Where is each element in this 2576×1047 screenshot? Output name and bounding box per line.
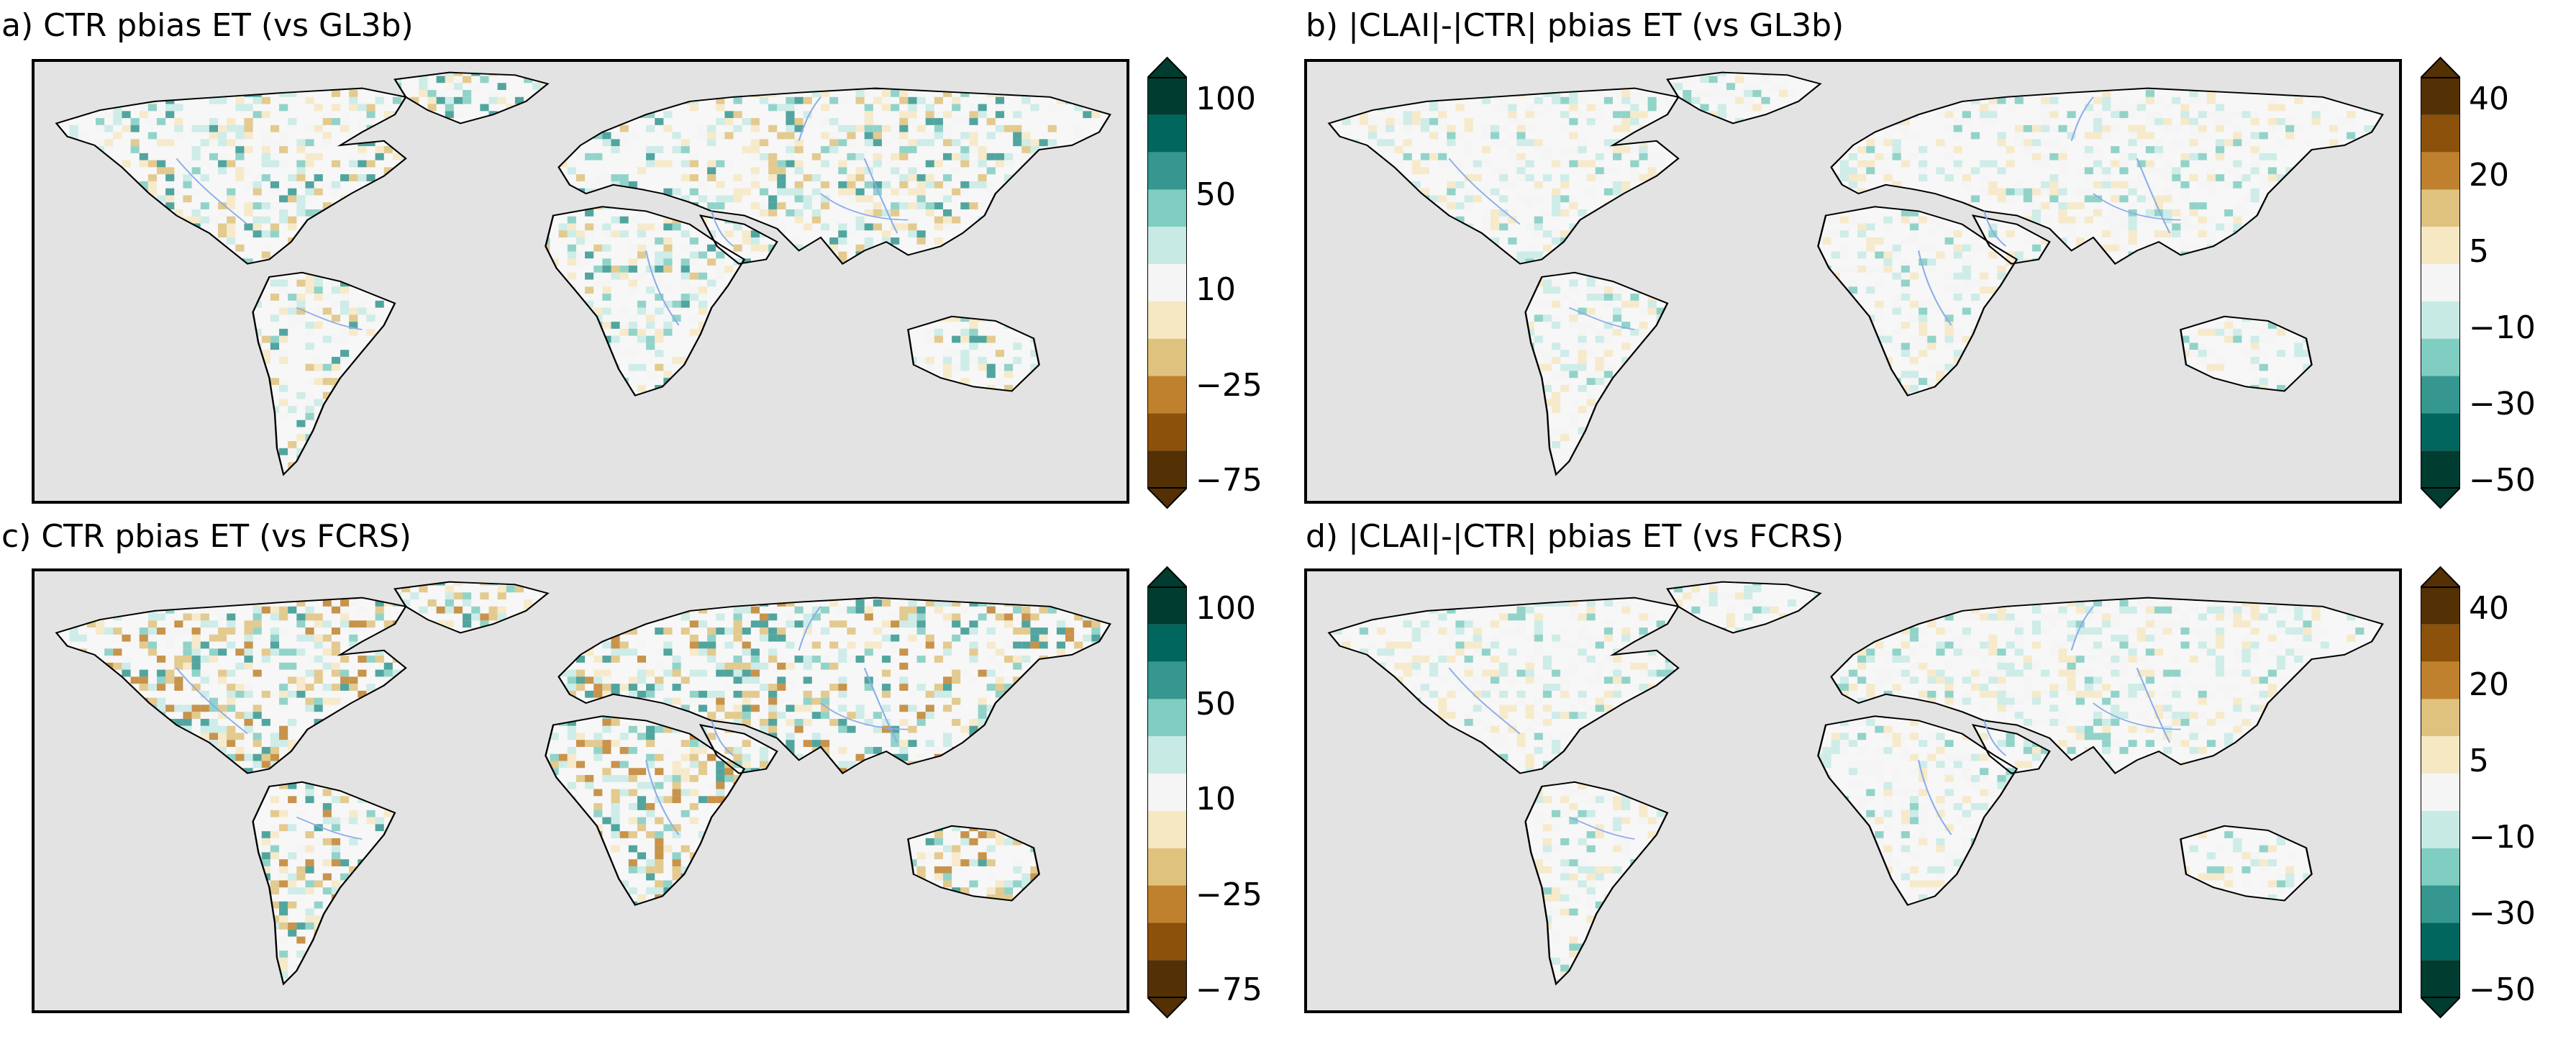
colorbar-tick-label: −75 bbox=[1196, 462, 1262, 499]
world-map-b bbox=[1307, 62, 2399, 501]
map-panel-c bbox=[32, 568, 1129, 1013]
colorbar-tick-label: −50 bbox=[2469, 971, 2536, 1008]
colorbar-tick-label: 5 bbox=[2469, 743, 2489, 779]
colorbar-tick-label: −25 bbox=[1196, 366, 1262, 404]
map-panel-d bbox=[1304, 568, 2402, 1013]
map-panel-b bbox=[1304, 59, 2402, 504]
colorbar-tick-label: 20 bbox=[2469, 666, 2509, 703]
panel-title: c) CTR pbias ET (vs FCRS) bbox=[1, 518, 411, 555]
colorbar-tick-label: 10 bbox=[1196, 781, 1236, 817]
colorbar-tick-label: −50 bbox=[2469, 462, 2536, 499]
map-panel-a bbox=[32, 59, 1129, 504]
panel-title: d) |CLAI|-|CTR| pbias ET (vs FCRS) bbox=[1306, 518, 1844, 555]
colorbar-tick-label: −30 bbox=[2469, 895, 2536, 932]
panel-title: b) |CLAI|-|CTR| pbias ET (vs GL3b) bbox=[1306, 7, 1844, 44]
colorbar-tick-label: 50 bbox=[1196, 176, 1236, 213]
colorbar-a bbox=[1147, 56, 1187, 509]
colorbar-tick-label: −25 bbox=[1196, 876, 1262, 913]
colorbar-tick-label: 5 bbox=[2469, 233, 2489, 270]
world-map-d bbox=[1307, 571, 2399, 1010]
panel-title: a) CTR pbias ET (vs GL3b) bbox=[1, 7, 414, 44]
colorbar-tick-label: −10 bbox=[2469, 309, 2536, 346]
colorbar-tick-label: −30 bbox=[2469, 386, 2536, 422]
world-map-c bbox=[35, 571, 1127, 1010]
colorbar-tick-label: 100 bbox=[1196, 590, 1256, 627]
colorbar-tick-label: 10 bbox=[1196, 271, 1236, 308]
colorbar-d bbox=[2421, 566, 2460, 1019]
colorbar-c bbox=[1147, 566, 1187, 1019]
colorbar-b bbox=[2421, 56, 2460, 509]
colorbar-tick-label: 40 bbox=[2469, 590, 2509, 627]
colorbar-tick-label: 100 bbox=[1196, 81, 1256, 117]
colorbar-tick-label: −75 bbox=[1196, 971, 1262, 1008]
colorbar-tick-label: 50 bbox=[1196, 685, 1236, 722]
colorbar-tick-label: 40 bbox=[2469, 81, 2509, 117]
colorbar-tick-label: 20 bbox=[2469, 157, 2509, 194]
colorbar-tick-label: −10 bbox=[2469, 819, 2536, 856]
world-map-a bbox=[35, 62, 1127, 501]
